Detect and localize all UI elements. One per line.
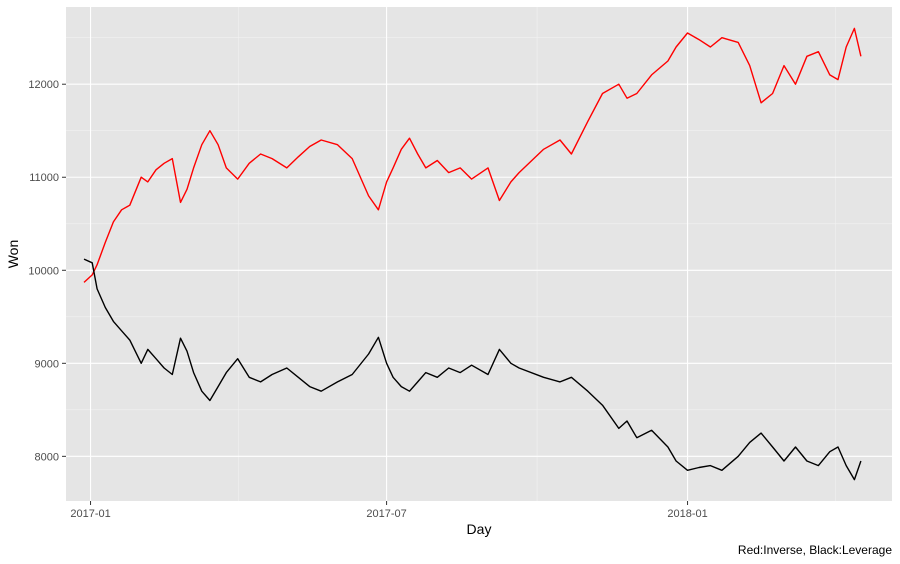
- major-gridlines: [66, 7, 892, 501]
- series-line-inverse: [83, 27, 862, 283]
- minor-gridlines: [66, 7, 892, 501]
- y-axis: 8000 9000 10000 11000 12000: [28, 79, 66, 463]
- x-axis-title: Day: [467, 521, 492, 537]
- plot-panel: [66, 7, 892, 501]
- y-tick-label: 9000: [35, 358, 59, 370]
- y-axis-title: Won: [5, 240, 21, 269]
- y-tick-label: 12000: [28, 79, 59, 91]
- series-line-leverage: [83, 258, 862, 481]
- x-tick-label: 2018-01: [667, 508, 707, 520]
- y-tick-label: 10000: [28, 265, 59, 277]
- y-tick-label: 11000: [29, 172, 59, 184]
- chart-caption: Red:Inverse, Black:Leverage: [738, 543, 892, 557]
- x-tick-label: 2017-01: [70, 508, 110, 520]
- x-axis: 2017-01 2017-07 2018-01: [70, 501, 708, 520]
- y-tick-label: 8000: [35, 451, 59, 463]
- series-lines: [83, 27, 862, 481]
- x-tick-label: 2017-07: [366, 508, 406, 520]
